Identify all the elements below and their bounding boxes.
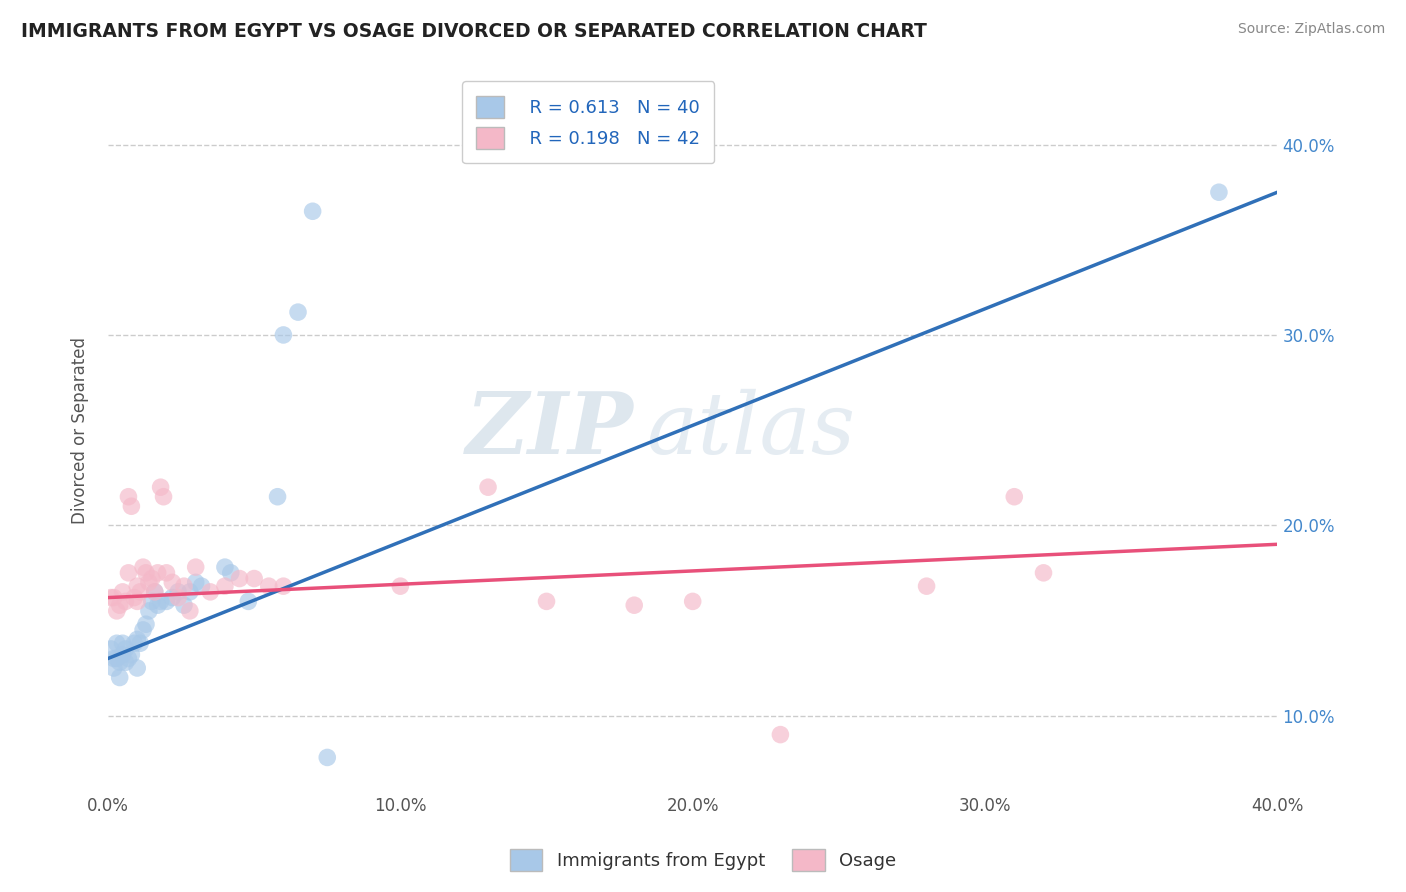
Point: [173, 598, 195, 612]
Point: [114, 655, 136, 669]
Point: [127, 579, 149, 593]
Point: [389, 579, 412, 593]
Point: [149, 480, 172, 494]
Point: [184, 560, 207, 574]
Point: [152, 490, 174, 504]
Legend:   R = 0.613   N = 40,   R = 0.198   N = 42: R = 0.613 N = 40, R = 0.198 N = 42: [463, 81, 714, 163]
Point: [273, 579, 295, 593]
Y-axis label: Divorced or Separated: Divorced or Separated: [72, 336, 89, 524]
Point: [117, 566, 139, 580]
Point: [682, 594, 704, 608]
Point: [190, 579, 212, 593]
Point: [266, 490, 288, 504]
Point: [111, 648, 134, 662]
Point: [769, 728, 792, 742]
Point: [108, 655, 131, 669]
Point: [138, 604, 160, 618]
Point: [316, 750, 339, 764]
Point: [273, 328, 295, 343]
Text: ZIP: ZIP: [467, 388, 634, 472]
Point: [228, 572, 250, 586]
Point: [155, 566, 177, 580]
Point: [105, 604, 128, 618]
Point: [179, 585, 201, 599]
Point: [114, 594, 136, 608]
Point: [200, 585, 222, 599]
Text: Source: ZipAtlas.com: Source: ZipAtlas.com: [1237, 22, 1385, 37]
Point: [124, 591, 146, 605]
Point: [155, 594, 177, 608]
Point: [105, 651, 128, 665]
Point: [105, 636, 128, 650]
Point: [100, 591, 122, 605]
Point: [135, 617, 157, 632]
Point: [138, 575, 160, 590]
Point: [167, 591, 190, 605]
Point: [120, 648, 142, 662]
Legend: Immigrants from Egypt, Osage: Immigrants from Egypt, Osage: [502, 842, 904, 879]
Point: [132, 623, 155, 637]
Point: [117, 490, 139, 504]
Point: [143, 585, 166, 599]
Point: [257, 579, 280, 593]
Point: [111, 636, 134, 650]
Point: [124, 636, 146, 650]
Point: [108, 598, 131, 612]
Point: [132, 560, 155, 574]
Point: [162, 591, 184, 605]
Point: [127, 632, 149, 647]
Point: [173, 579, 195, 593]
Point: [243, 572, 266, 586]
Point: [1002, 490, 1025, 504]
Point: [143, 585, 166, 599]
Point: [1208, 185, 1230, 199]
Point: [162, 575, 184, 590]
Point: [623, 598, 645, 612]
Text: atlas: atlas: [645, 389, 855, 472]
Point: [219, 566, 242, 580]
Point: [184, 575, 207, 590]
Point: [100, 642, 122, 657]
Point: [238, 594, 260, 608]
Point: [141, 572, 163, 586]
Point: [536, 594, 558, 608]
Point: [167, 585, 190, 599]
Point: [127, 661, 149, 675]
Point: [301, 204, 323, 219]
Point: [141, 594, 163, 608]
Point: [214, 560, 236, 574]
Point: [103, 591, 125, 605]
Point: [103, 661, 125, 675]
Point: [915, 579, 938, 593]
Text: IMMIGRANTS FROM EGYPT VS OSAGE DIVORCED OR SEPARATED CORRELATION CHART: IMMIGRANTS FROM EGYPT VS OSAGE DIVORCED …: [21, 22, 927, 41]
Point: [129, 585, 152, 599]
Point: [135, 566, 157, 580]
Point: [1032, 566, 1054, 580]
Point: [108, 671, 131, 685]
Point: [114, 642, 136, 657]
Point: [477, 480, 499, 494]
Point: [111, 585, 134, 599]
Point: [120, 500, 142, 514]
Point: [287, 305, 309, 319]
Point: [103, 651, 125, 665]
Point: [146, 566, 169, 580]
Point: [149, 594, 172, 608]
Point: [127, 594, 149, 608]
Point: [129, 636, 152, 650]
Point: [214, 579, 236, 593]
Point: [179, 604, 201, 618]
Point: [117, 651, 139, 665]
Point: [146, 598, 169, 612]
